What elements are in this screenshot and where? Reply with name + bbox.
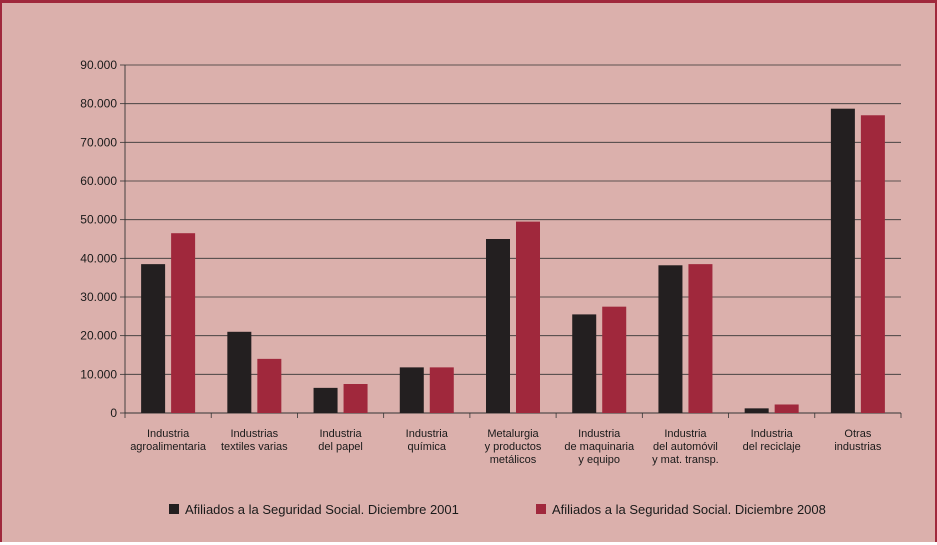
bar-2001 bbox=[313, 387, 338, 413]
y-tick-label: 20.000 bbox=[80, 329, 117, 343]
y-tick-label: 10.000 bbox=[80, 367, 117, 381]
bar-2001 bbox=[744, 408, 769, 413]
bar-2008 bbox=[774, 404, 799, 413]
bar-2001 bbox=[486, 239, 510, 413]
y-tick-label: 80.000 bbox=[80, 97, 117, 111]
category-label: Industrias textiles varias bbox=[221, 428, 288, 453]
y-tick-label: 0 bbox=[110, 406, 117, 420]
bar-2008 bbox=[429, 367, 454, 413]
bar-2008 bbox=[343, 384, 368, 413]
bar-2008 bbox=[257, 358, 282, 413]
y-tick-label: 70.000 bbox=[80, 135, 117, 149]
category-label: Industria de maquinaria y equipo bbox=[564, 428, 635, 466]
bar-2001 bbox=[399, 367, 424, 413]
category-label: Industria del papel bbox=[318, 428, 363, 453]
category-label: Industria química bbox=[406, 428, 449, 453]
x-axis: Industria agroalimentaria Industrias textil… bbox=[124, 412, 902, 466]
bar-2001 bbox=[227, 331, 252, 413]
y-tick-label: 60.000 bbox=[80, 174, 117, 188]
category-label: Industria del reciclaje bbox=[743, 428, 801, 453]
y-tick-label: 40.000 bbox=[80, 251, 117, 265]
y-tick-label: 50.000 bbox=[80, 213, 117, 227]
bar-2008 bbox=[171, 233, 196, 413]
bar-2001 bbox=[658, 265, 683, 413]
legend-label: Afiliados a la Seguridad Social. Diciemb… bbox=[185, 502, 459, 517]
y-tick-label: 90.000 bbox=[80, 58, 117, 72]
bar-2008 bbox=[602, 306, 627, 413]
bar-2001 bbox=[572, 314, 597, 413]
legend: Afiliados a la Seguridad Social. Diciemb… bbox=[169, 502, 826, 517]
legend-swatch bbox=[536, 504, 546, 514]
bars bbox=[141, 108, 885, 414]
category-label: Metalurgia y productos metálicos bbox=[485, 428, 542, 466]
bar-2001 bbox=[830, 108, 855, 414]
bar-chart: 0 10.000 20.000 30.000 40.000 50.000 60.000 70.… bbox=[80, 58, 902, 517]
bar-2001 bbox=[141, 264, 166, 413]
category-label: Industria agroalimentaria bbox=[130, 428, 207, 453]
y-axis: 0 10.000 20.000 30.000 40.000 50.000 60.000 70.… bbox=[80, 58, 126, 420]
bar-2008 bbox=[688, 264, 713, 413]
category-label: Otras industrias bbox=[834, 428, 882, 453]
legend-swatch bbox=[169, 504, 179, 514]
bar-2008 bbox=[860, 115, 885, 414]
category-label: Industria del automóvil y mat. transp. bbox=[652, 428, 719, 466]
y-tick-label: 30.000 bbox=[80, 290, 117, 304]
bar-2008 bbox=[516, 221, 540, 413]
gridlines bbox=[125, 64, 901, 375]
legend-label: Afiliados a la Seguridad Social. Diciemb… bbox=[552, 502, 826, 517]
